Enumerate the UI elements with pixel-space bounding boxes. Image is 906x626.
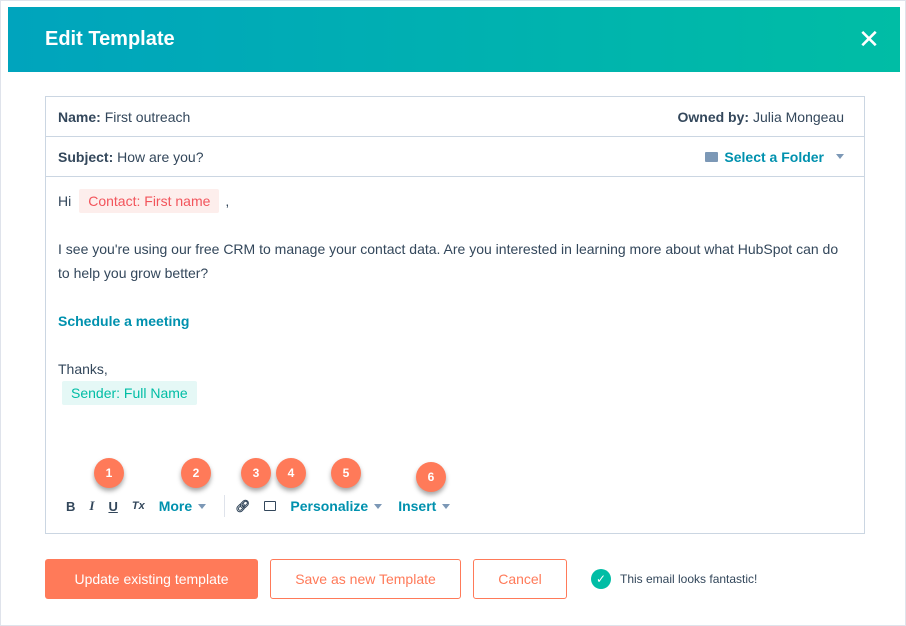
divider — [224, 495, 226, 517]
formatting-toolbar: B I U Tx More 🔗︎ Personalize Insert — [66, 495, 466, 517]
insert-dropdown[interactable]: Insert — [398, 498, 451, 514]
subject-input[interactable]: How are you? — [117, 148, 204, 165]
subject-label: Subject: — [58, 148, 114, 165]
close-icon[interactable]: ✕ — [858, 24, 880, 54]
schedule-meeting-link[interactable]: Schedule a meeting — [58, 313, 190, 329]
check-icon: ✓ — [591, 569, 611, 589]
caret-down-icon — [374, 503, 383, 509]
callout-badge: 3 — [241, 458, 271, 488]
clear-format-button[interactable]: Tx — [131, 500, 145, 512]
owner-value: Julia Mongeau — [752, 108, 844, 125]
modal-title: Edit Template — [45, 28, 175, 50]
caret-down-icon — [836, 154, 844, 159]
name-label: Name: — [58, 108, 101, 125]
callout-badge: 5 — [331, 458, 361, 488]
bold-button[interactable]: B — [66, 498, 76, 514]
more-dropdown[interactable]: More — [159, 498, 207, 514]
status-message: ✓ This email looks fantastic! — [591, 569, 757, 589]
update-template-button[interactable]: Update existing template — [45, 559, 258, 599]
underline-button[interactable]: U — [108, 498, 118, 514]
modal-header: Edit Template ✕ — [8, 7, 900, 72]
contact-token[interactable]: Contact: First name — [79, 189, 220, 213]
caret-down-icon — [442, 503, 451, 509]
owner-label: Owned by: — [677, 108, 750, 125]
body-paragraph: I see you're using our free CRM to manag… — [58, 241, 839, 281]
name-input[interactable]: First outreach — [104, 108, 191, 125]
sender-token[interactable]: Sender: Full Name — [62, 381, 197, 405]
cancel-button[interactable]: Cancel — [473, 559, 567, 599]
image-icon[interactable] — [264, 501, 277, 511]
folder-icon — [705, 151, 719, 162]
callout-badge: 4 — [276, 458, 306, 488]
signoff: Thanks, — [58, 361, 108, 377]
personalize-dropdown[interactable]: Personalize — [290, 498, 383, 514]
callout-badge: 6 — [416, 462, 446, 492]
select-folder-dropdown[interactable]: Select a Folder — [705, 149, 844, 165]
email-body[interactable]: Hi Contact: First name, I see you're usin… — [46, 177, 864, 417]
callout-badge: 1 — [94, 458, 124, 488]
callout-badge: 2 — [181, 458, 211, 488]
caret-down-icon — [198, 503, 207, 509]
link-icon[interactable]: 🔗︎ — [235, 499, 251, 513]
template-editor: Name: First outreach Owned by: Julia Mon… — [45, 96, 865, 534]
name-row: Name: First outreach Owned by: Julia Mon… — [46, 97, 864, 137]
italic-button[interactable]: I — [89, 498, 95, 513]
save-new-template-button[interactable]: Save as new Template — [270, 559, 461, 599]
subject-row: Subject: How are you? Select a Folder — [46, 137, 864, 177]
